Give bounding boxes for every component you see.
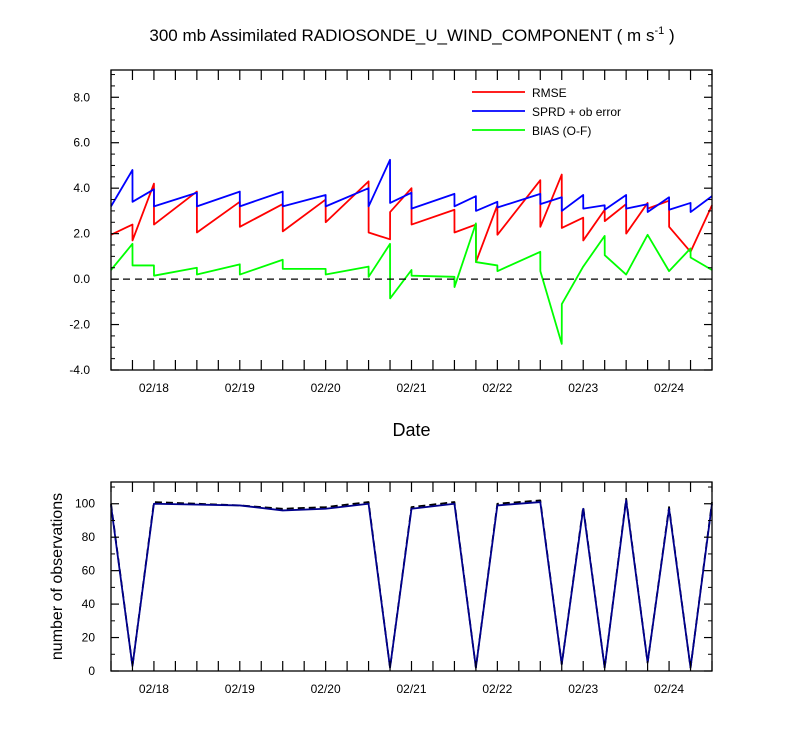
x-axis-title: Date xyxy=(392,420,430,440)
top-axis-ticks: -4.0 -2.0 0.0 2.0 4.0 6.0 8.0 02/18 02/19 02/20 02… xyxy=(69,70,713,395)
title-main: 300 mb Assimilated RADIOSONDE_U_WIND_COM… xyxy=(149,26,654,45)
obs-y-tick-label: 40 xyxy=(82,597,96,611)
x-tick-label: 02/19 xyxy=(225,381,255,395)
obs-line-dashed xyxy=(110,497,713,669)
chart-title: 300 mb Assimilated RADIOSONDE_U_WIND_COM… xyxy=(149,25,674,45)
top-panel: -4.0 -2.0 0.0 2.0 4.0 6.0 8.0 02/18 02/19 02/20 02… xyxy=(69,69,713,440)
x-tick-label: 02/19 xyxy=(225,682,255,696)
obs-y-tick-label: 0 xyxy=(88,664,95,678)
x-tick-label: 02/24 xyxy=(654,682,684,696)
x-tick-label: 02/23 xyxy=(568,682,598,696)
x-tick-label: 02/18 xyxy=(139,682,169,696)
y-tick-label: 4.0 xyxy=(73,181,90,195)
x-tick-label: 02/22 xyxy=(482,682,512,696)
title-superscript: -1 xyxy=(654,25,664,37)
legend-label: RMSE xyxy=(532,86,567,100)
series-line-bias xyxy=(110,222,713,345)
series-line-sprd xyxy=(110,158,713,213)
legend: RMSE SPRD + ob error BIAS (O-F) xyxy=(472,86,621,138)
x-tick-label: 02/21 xyxy=(396,381,426,395)
x-tick-label: 02/18 xyxy=(139,381,169,395)
top-series-lines xyxy=(110,158,713,345)
x-tick-label: 02/20 xyxy=(311,381,341,395)
title-tail: ) xyxy=(664,26,674,45)
obs-y-tick-label: 60 xyxy=(82,564,96,578)
obs-y-tick-label: 20 xyxy=(82,631,96,645)
obs-y-tick-label: 80 xyxy=(82,530,96,544)
bottom-axis-ticks: 0 20 40 60 80 100 02/18 02/19 02/20 02/21 02/22 02/… xyxy=(75,482,713,696)
y-axis-title: number of observations xyxy=(49,493,66,660)
bottom-panel: 0 20 40 60 80 100 02/18 02/19 02/20 02/21 02/22 02/… xyxy=(49,481,713,696)
x-tick-label: 02/21 xyxy=(396,682,426,696)
y-tick-label: 6.0 xyxy=(73,136,90,150)
x-tick-label: 02/22 xyxy=(482,381,512,395)
legend-label: SPRD + ob error xyxy=(532,105,621,119)
bottom-series-lines xyxy=(110,497,713,669)
x-tick-label: 02/23 xyxy=(568,381,598,395)
y-tick-label: 2.0 xyxy=(73,227,90,241)
legend-label: BIAS (O-F) xyxy=(532,124,591,138)
x-tick-label: 02/24 xyxy=(654,381,684,395)
y-tick-label: -4.0 xyxy=(69,363,90,377)
y-tick-label: 8.0 xyxy=(73,90,90,104)
obs-y-tick-label: 100 xyxy=(75,497,95,511)
y-tick-label: -2.0 xyxy=(69,318,90,332)
x-tick-label: 02/20 xyxy=(311,682,341,696)
series-line-rmse xyxy=(110,173,713,263)
y-tick-label: 0.0 xyxy=(73,272,90,286)
